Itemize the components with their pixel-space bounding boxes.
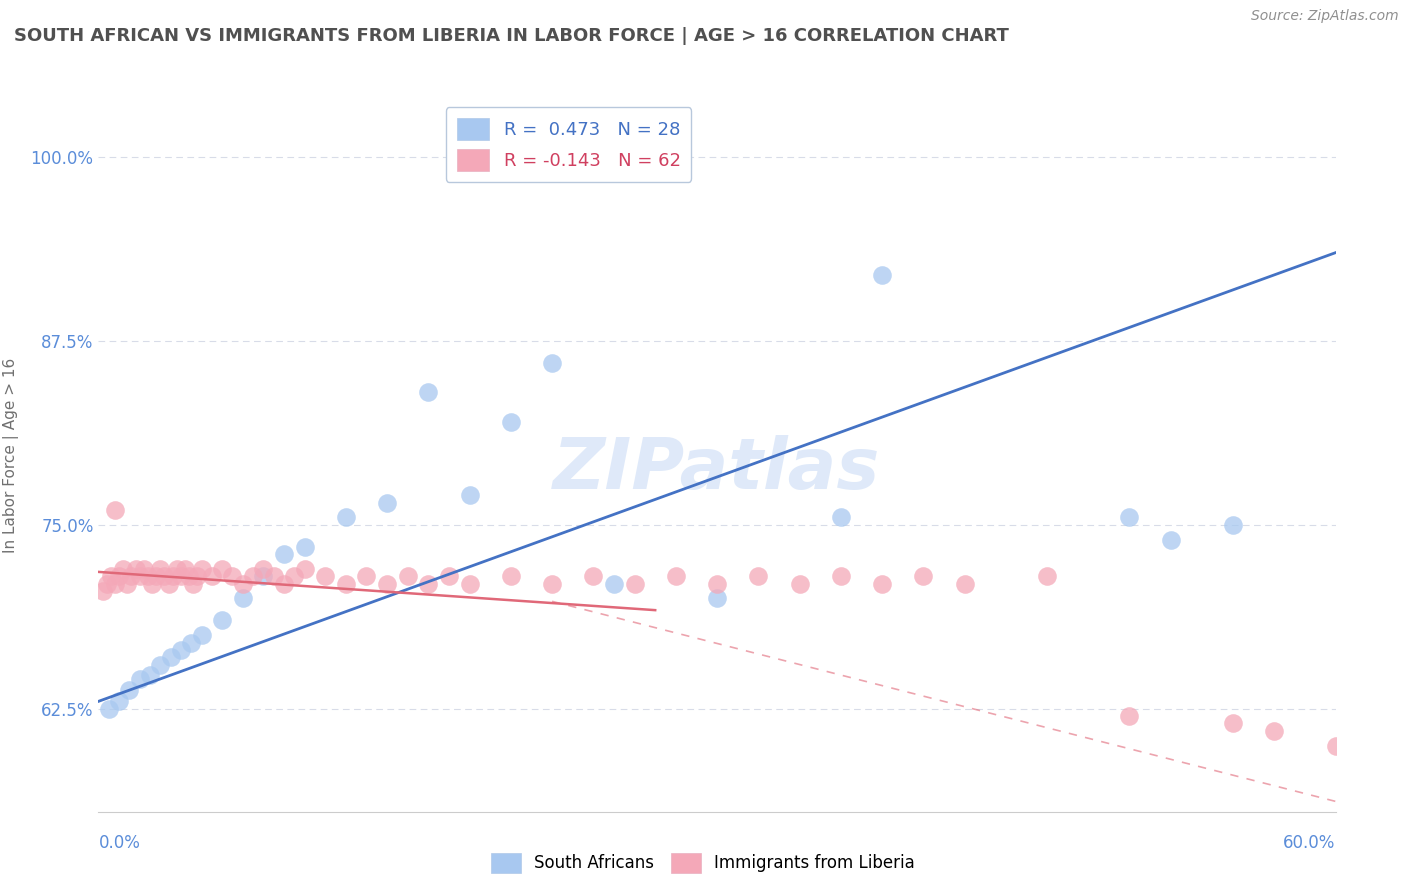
Point xyxy=(1036,569,1059,583)
Point xyxy=(139,668,162,682)
Point xyxy=(108,569,131,583)
Y-axis label: In Labor Force | Age > 16: In Labor Force | Age > 16 xyxy=(3,358,20,552)
Point xyxy=(190,562,212,576)
Point xyxy=(830,569,852,583)
Point xyxy=(211,562,233,576)
Point xyxy=(1222,517,1244,532)
Point xyxy=(273,576,295,591)
Point xyxy=(232,591,254,606)
Point xyxy=(170,569,193,583)
Point xyxy=(120,569,142,583)
Point xyxy=(190,628,212,642)
Point xyxy=(375,576,398,591)
Point xyxy=(706,576,728,591)
Point xyxy=(149,562,172,576)
Point xyxy=(499,569,522,583)
Point xyxy=(458,576,481,591)
Text: Source: ZipAtlas.com: Source: ZipAtlas.com xyxy=(1251,9,1399,23)
Point xyxy=(211,614,233,628)
Point xyxy=(112,562,135,576)
Point xyxy=(747,569,769,583)
Point xyxy=(314,569,336,583)
Point xyxy=(356,569,378,583)
Point xyxy=(263,569,285,583)
Point xyxy=(128,569,150,583)
Point xyxy=(252,569,274,583)
Point xyxy=(458,488,481,502)
Point xyxy=(132,562,155,576)
Point xyxy=(186,569,208,583)
Point xyxy=(242,569,264,583)
Point xyxy=(221,569,243,583)
Point xyxy=(665,569,688,583)
Point xyxy=(375,496,398,510)
Point xyxy=(418,576,440,591)
Point xyxy=(174,562,197,576)
Text: ZIPatlas: ZIPatlas xyxy=(554,434,880,504)
Point xyxy=(104,576,127,591)
Point xyxy=(124,562,146,576)
Point xyxy=(104,503,127,517)
Point xyxy=(1222,716,1244,731)
Point xyxy=(232,576,254,591)
Point xyxy=(283,569,305,583)
Point xyxy=(437,569,460,583)
Point xyxy=(201,569,224,583)
Point xyxy=(396,569,419,583)
Point xyxy=(91,584,114,599)
Point xyxy=(582,569,605,583)
Point xyxy=(179,569,201,583)
Point xyxy=(159,650,181,665)
Point xyxy=(870,268,893,282)
Point xyxy=(418,385,440,400)
Point xyxy=(252,562,274,576)
Point xyxy=(273,547,295,561)
Text: SOUTH AFRICAN VS IMMIGRANTS FROM LIBERIA IN LABOR FORCE | AGE > 16 CORRELATION C: SOUTH AFRICAN VS IMMIGRANTS FROM LIBERIA… xyxy=(14,27,1010,45)
Point xyxy=(953,576,976,591)
Point xyxy=(912,569,935,583)
Point xyxy=(162,569,184,583)
Point xyxy=(1324,739,1347,753)
Point xyxy=(136,569,159,583)
Point xyxy=(118,682,141,697)
Text: 0.0%: 0.0% xyxy=(98,834,141,852)
Point xyxy=(100,569,122,583)
Point xyxy=(128,673,150,687)
Point xyxy=(141,576,163,591)
Point xyxy=(181,576,204,591)
Point xyxy=(294,540,316,554)
Point xyxy=(166,562,188,576)
Point xyxy=(541,576,564,591)
Point xyxy=(149,657,172,672)
Point xyxy=(157,576,180,591)
Point xyxy=(541,356,564,370)
Point xyxy=(117,576,139,591)
Point xyxy=(96,576,118,591)
Legend: R =  0.473   N = 28, R = -0.143   N = 62: R = 0.473 N = 28, R = -0.143 N = 62 xyxy=(446,107,692,182)
Point xyxy=(153,569,176,583)
Point xyxy=(108,694,131,708)
Point xyxy=(603,576,626,591)
Point xyxy=(1118,709,1140,723)
Point xyxy=(170,643,193,657)
Point xyxy=(335,510,357,524)
Point xyxy=(97,702,120,716)
Legend: South Africans, Immigrants from Liberia: South Africans, Immigrants from Liberia xyxy=(484,847,922,880)
Point xyxy=(294,562,316,576)
Point xyxy=(830,510,852,524)
Point xyxy=(145,569,167,583)
Point xyxy=(1118,510,1140,524)
Point xyxy=(706,591,728,606)
Point xyxy=(335,576,357,591)
Point xyxy=(870,576,893,591)
Point xyxy=(1263,723,1285,738)
Point xyxy=(789,576,811,591)
Point xyxy=(623,576,645,591)
Point xyxy=(1160,533,1182,547)
Point xyxy=(180,635,202,649)
Point xyxy=(499,415,522,429)
Text: 60.0%: 60.0% xyxy=(1284,834,1336,852)
